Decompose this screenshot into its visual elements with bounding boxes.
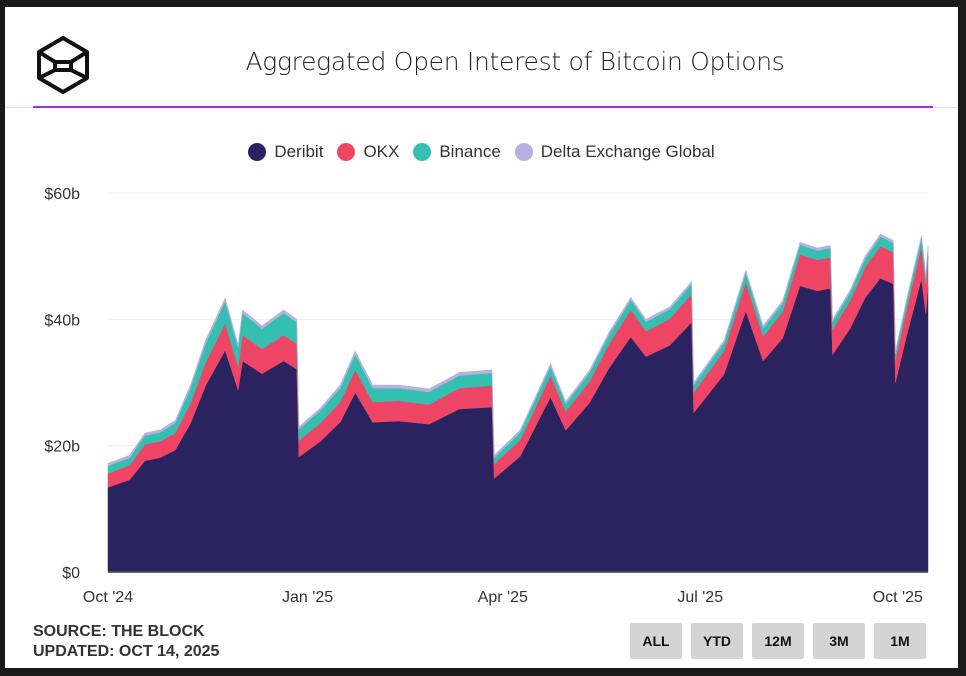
legend-swatch-delta: [514, 143, 533, 161]
updated-label: UPDATED: OCT 14, 2025: [33, 643, 220, 660]
source-label: SOURCE: THE BLOCK: [33, 623, 205, 640]
header-divider: [33, 106, 933, 108]
range-button-3m[interactable]: 3M: [813, 623, 865, 659]
legend-swatch-binance: [413, 143, 432, 161]
x-tick-label: Oct '25: [873, 589, 923, 606]
range-selector: ALL YTD 12M 3M 1M: [630, 623, 926, 659]
legend-label: Binance: [439, 142, 501, 161]
legend-item-deribit[interactable]: Deribit: [248, 142, 323, 162]
legend-item-okx[interactable]: OKX: [337, 142, 399, 162]
stacked-area-chart: $0 $20b $40b $60b Oct '24 Jan '25 Apr '25 Jul '…: [44, 186, 929, 606]
chart-title: Aggregated Open Interest of Bitcoin Opti…: [245, 47, 785, 76]
x-tick-label: Oct '24: [83, 589, 133, 606]
y-tick-label: $60b: [44, 186, 80, 203]
x-tick-label: Jul '25: [677, 589, 723, 606]
source-footer: SOURCE: THE BLOCK UPDATED: OCT 14, 2025: [33, 622, 219, 662]
range-button-ytd[interactable]: YTD: [691, 623, 743, 659]
legend-label: Delta Exchange Global: [540, 142, 715, 161]
area-series-delta-exchange-global[interactable]: [107, 233, 929, 467]
range-button-1m[interactable]: 1M: [874, 623, 926, 659]
range-button-12m[interactable]: 12M: [752, 623, 804, 659]
legend-item-binance[interactable]: Binance: [413, 142, 501, 162]
legend-label: Deribit: [274, 142, 324, 161]
y-tick-label: $0: [62, 565, 80, 582]
x-tick-label: Apr '25: [478, 589, 528, 606]
chart-legend: Deribit OKX Binance Delta Exchange Globa…: [5, 142, 958, 162]
y-tick-label: $40b: [44, 312, 80, 329]
legend-label: OKX: [363, 142, 400, 161]
y-tick-label: $20b: [44, 439, 80, 456]
chart-card: Aggregated Open Interest of Bitcoin Opti…: [5, 7, 958, 668]
range-button-all[interactable]: ALL: [630, 623, 682, 659]
the-block-logo-icon: [37, 36, 89, 94]
legend-swatch-okx: [337, 143, 356, 161]
legend-swatch-deribit: [248, 143, 267, 161]
x-tick-label: Jan '25: [282, 589, 333, 606]
legend-item-delta-exchange-global[interactable]: Delta Exchange Global: [514, 142, 715, 162]
